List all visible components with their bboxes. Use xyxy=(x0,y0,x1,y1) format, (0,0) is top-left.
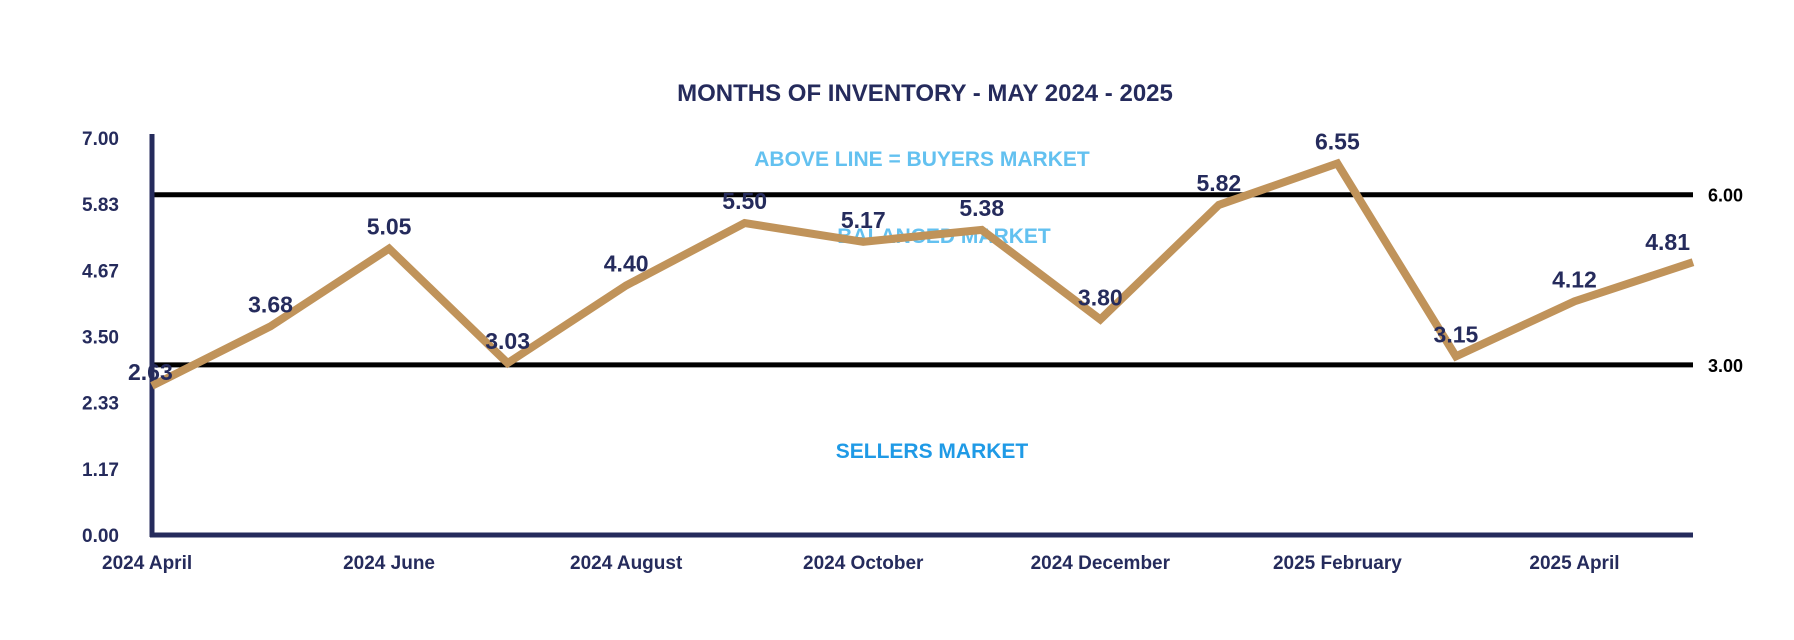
series-line xyxy=(150,158,1695,390)
series-line-months-of-inventory xyxy=(150,158,1695,390)
x-tick-label: 2025 February xyxy=(1273,553,1402,574)
x-tick-label: 2024 August xyxy=(570,553,683,574)
y-tick-label: 0.00 xyxy=(82,526,119,547)
data-label: 5.05 xyxy=(367,214,412,240)
chart-title: MONTHS OF INVENTORY - MAY 2024 - 2025 xyxy=(677,80,1173,107)
y-tick-label: 5.83 xyxy=(82,195,119,216)
y-tick-label: 1.17 xyxy=(82,460,119,481)
data-labels: 2.63 3.68 5.05 3.03 4.40 5.50 5.17 5.38 3.80 5.82… xyxy=(128,129,1690,385)
reference-line-label: 3.00 xyxy=(1708,356,1743,376)
data-label: 5.38 xyxy=(959,195,1004,221)
reference-lines: 6.00 3.00 xyxy=(152,186,1743,376)
reference-line-label: 6.00 xyxy=(1708,186,1743,206)
data-label: 4.12 xyxy=(1552,266,1597,292)
data-label: 3.68 xyxy=(248,291,293,317)
y-tick-label: 2.33 xyxy=(82,394,119,415)
axes: 0.00 1.17 2.33 3.50 4.67 5.83 7.00 2024 April 20… xyxy=(82,129,1693,574)
buyers-market-label: ABOVE LINE = BUYERS MARKET xyxy=(754,148,1090,171)
x-tick-label: 2024 December xyxy=(1031,553,1171,574)
data-label: 4.40 xyxy=(604,250,649,276)
data-label: 3.03 xyxy=(485,328,530,354)
data-label: 5.17 xyxy=(841,207,886,233)
x-tick-label: 2024 April xyxy=(102,553,192,574)
y-tick-label: 4.67 xyxy=(82,261,119,282)
x-tick-label: 2025 April xyxy=(1529,553,1619,574)
data-label: 5.50 xyxy=(722,188,767,214)
data-label: 4.81 xyxy=(1645,229,1690,255)
data-label: 3.80 xyxy=(1078,284,1123,310)
x-tick-label: 2024 June xyxy=(343,553,435,574)
y-tick-label: 3.50 xyxy=(82,328,119,349)
data-label: 2.63 xyxy=(128,359,173,385)
data-label: 5.82 xyxy=(1196,170,1241,196)
sellers-market-label: SELLERS MARKET xyxy=(836,440,1029,463)
x-tick-label: 2024 October xyxy=(803,553,924,574)
data-label: 3.15 xyxy=(1434,321,1479,347)
y-tick-label: 7.00 xyxy=(82,129,119,150)
data-label: 6.55 xyxy=(1315,129,1360,155)
